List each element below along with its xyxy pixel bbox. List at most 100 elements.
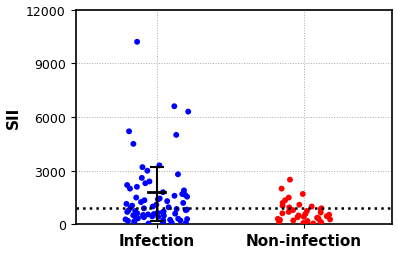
Point bbox=[146, 180, 152, 184]
Point bbox=[318, 221, 324, 225]
Point bbox=[144, 169, 150, 173]
Point bbox=[171, 194, 178, 198]
Point bbox=[304, 219, 311, 223]
Point bbox=[160, 220, 166, 225]
Point bbox=[125, 209, 132, 213]
Point bbox=[122, 217, 129, 221]
Point bbox=[183, 208, 189, 212]
Point bbox=[141, 207, 147, 211]
Point bbox=[127, 187, 133, 191]
Point bbox=[129, 204, 135, 208]
Point bbox=[279, 201, 286, 205]
Point bbox=[160, 190, 166, 195]
Point bbox=[184, 195, 190, 199]
Point bbox=[134, 185, 140, 189]
Point bbox=[153, 203, 160, 207]
Point bbox=[276, 220, 282, 224]
Point bbox=[173, 133, 179, 137]
Point bbox=[124, 183, 130, 187]
Point bbox=[318, 207, 324, 211]
Point bbox=[149, 214, 155, 218]
Point bbox=[295, 214, 302, 218]
Point bbox=[138, 200, 144, 204]
Point bbox=[145, 213, 151, 217]
Point bbox=[133, 216, 139, 220]
Point bbox=[175, 217, 181, 221]
Point bbox=[179, 192, 185, 196]
Point bbox=[282, 198, 288, 202]
Point bbox=[295, 215, 301, 219]
Point bbox=[175, 172, 181, 177]
Point bbox=[327, 217, 333, 221]
Point bbox=[150, 212, 157, 216]
Point bbox=[183, 221, 189, 225]
Point bbox=[164, 199, 170, 203]
Point bbox=[277, 218, 283, 222]
Point bbox=[287, 178, 293, 182]
Point bbox=[166, 205, 172, 210]
Point bbox=[315, 216, 322, 220]
Point bbox=[160, 210, 167, 214]
Point bbox=[131, 219, 138, 224]
Point bbox=[133, 216, 139, 220]
Point bbox=[183, 208, 190, 212]
Point bbox=[167, 218, 173, 222]
Point bbox=[135, 216, 141, 220]
Point bbox=[285, 196, 292, 200]
Point bbox=[156, 197, 163, 201]
Point bbox=[125, 219, 131, 223]
Point bbox=[140, 214, 146, 218]
Point bbox=[127, 206, 134, 210]
Point bbox=[177, 219, 183, 223]
Point bbox=[279, 211, 286, 215]
Point bbox=[130, 213, 137, 217]
Point bbox=[140, 213, 146, 217]
Point bbox=[171, 105, 178, 109]
Point bbox=[318, 207, 325, 211]
Point bbox=[290, 219, 297, 223]
Point bbox=[318, 211, 324, 215]
Point bbox=[314, 216, 320, 220]
Point bbox=[131, 220, 138, 224]
Point bbox=[141, 215, 147, 219]
Point bbox=[134, 211, 140, 215]
Point bbox=[124, 210, 131, 214]
Point bbox=[300, 221, 306, 225]
Point bbox=[285, 210, 292, 214]
Point bbox=[172, 212, 178, 216]
Point bbox=[130, 142, 137, 146]
Point bbox=[139, 176, 145, 180]
Point bbox=[300, 215, 307, 219]
Point bbox=[150, 205, 156, 209]
Point bbox=[145, 221, 152, 226]
Point bbox=[142, 181, 148, 185]
Point bbox=[154, 211, 161, 215]
Point bbox=[304, 209, 310, 213]
Point bbox=[160, 218, 166, 222]
Point bbox=[275, 217, 281, 221]
Point bbox=[286, 205, 293, 210]
Point bbox=[156, 164, 163, 168]
Point bbox=[160, 211, 166, 215]
Point bbox=[155, 198, 161, 202]
Point bbox=[132, 209, 139, 213]
Point bbox=[161, 214, 167, 218]
Point bbox=[123, 202, 130, 206]
Point bbox=[174, 207, 180, 211]
Point bbox=[168, 221, 175, 225]
Point bbox=[134, 41, 140, 45]
Point bbox=[185, 110, 191, 114]
Point bbox=[155, 215, 162, 219]
Point bbox=[326, 213, 332, 217]
Point bbox=[139, 165, 146, 169]
Point bbox=[126, 130, 132, 134]
Point bbox=[279, 204, 286, 208]
Point bbox=[310, 221, 316, 226]
Point bbox=[317, 220, 324, 224]
Point bbox=[181, 189, 187, 193]
Point bbox=[180, 201, 186, 205]
Point bbox=[184, 217, 190, 221]
Point bbox=[182, 193, 188, 197]
Point bbox=[141, 198, 148, 202]
Y-axis label: SII: SII bbox=[6, 106, 21, 129]
